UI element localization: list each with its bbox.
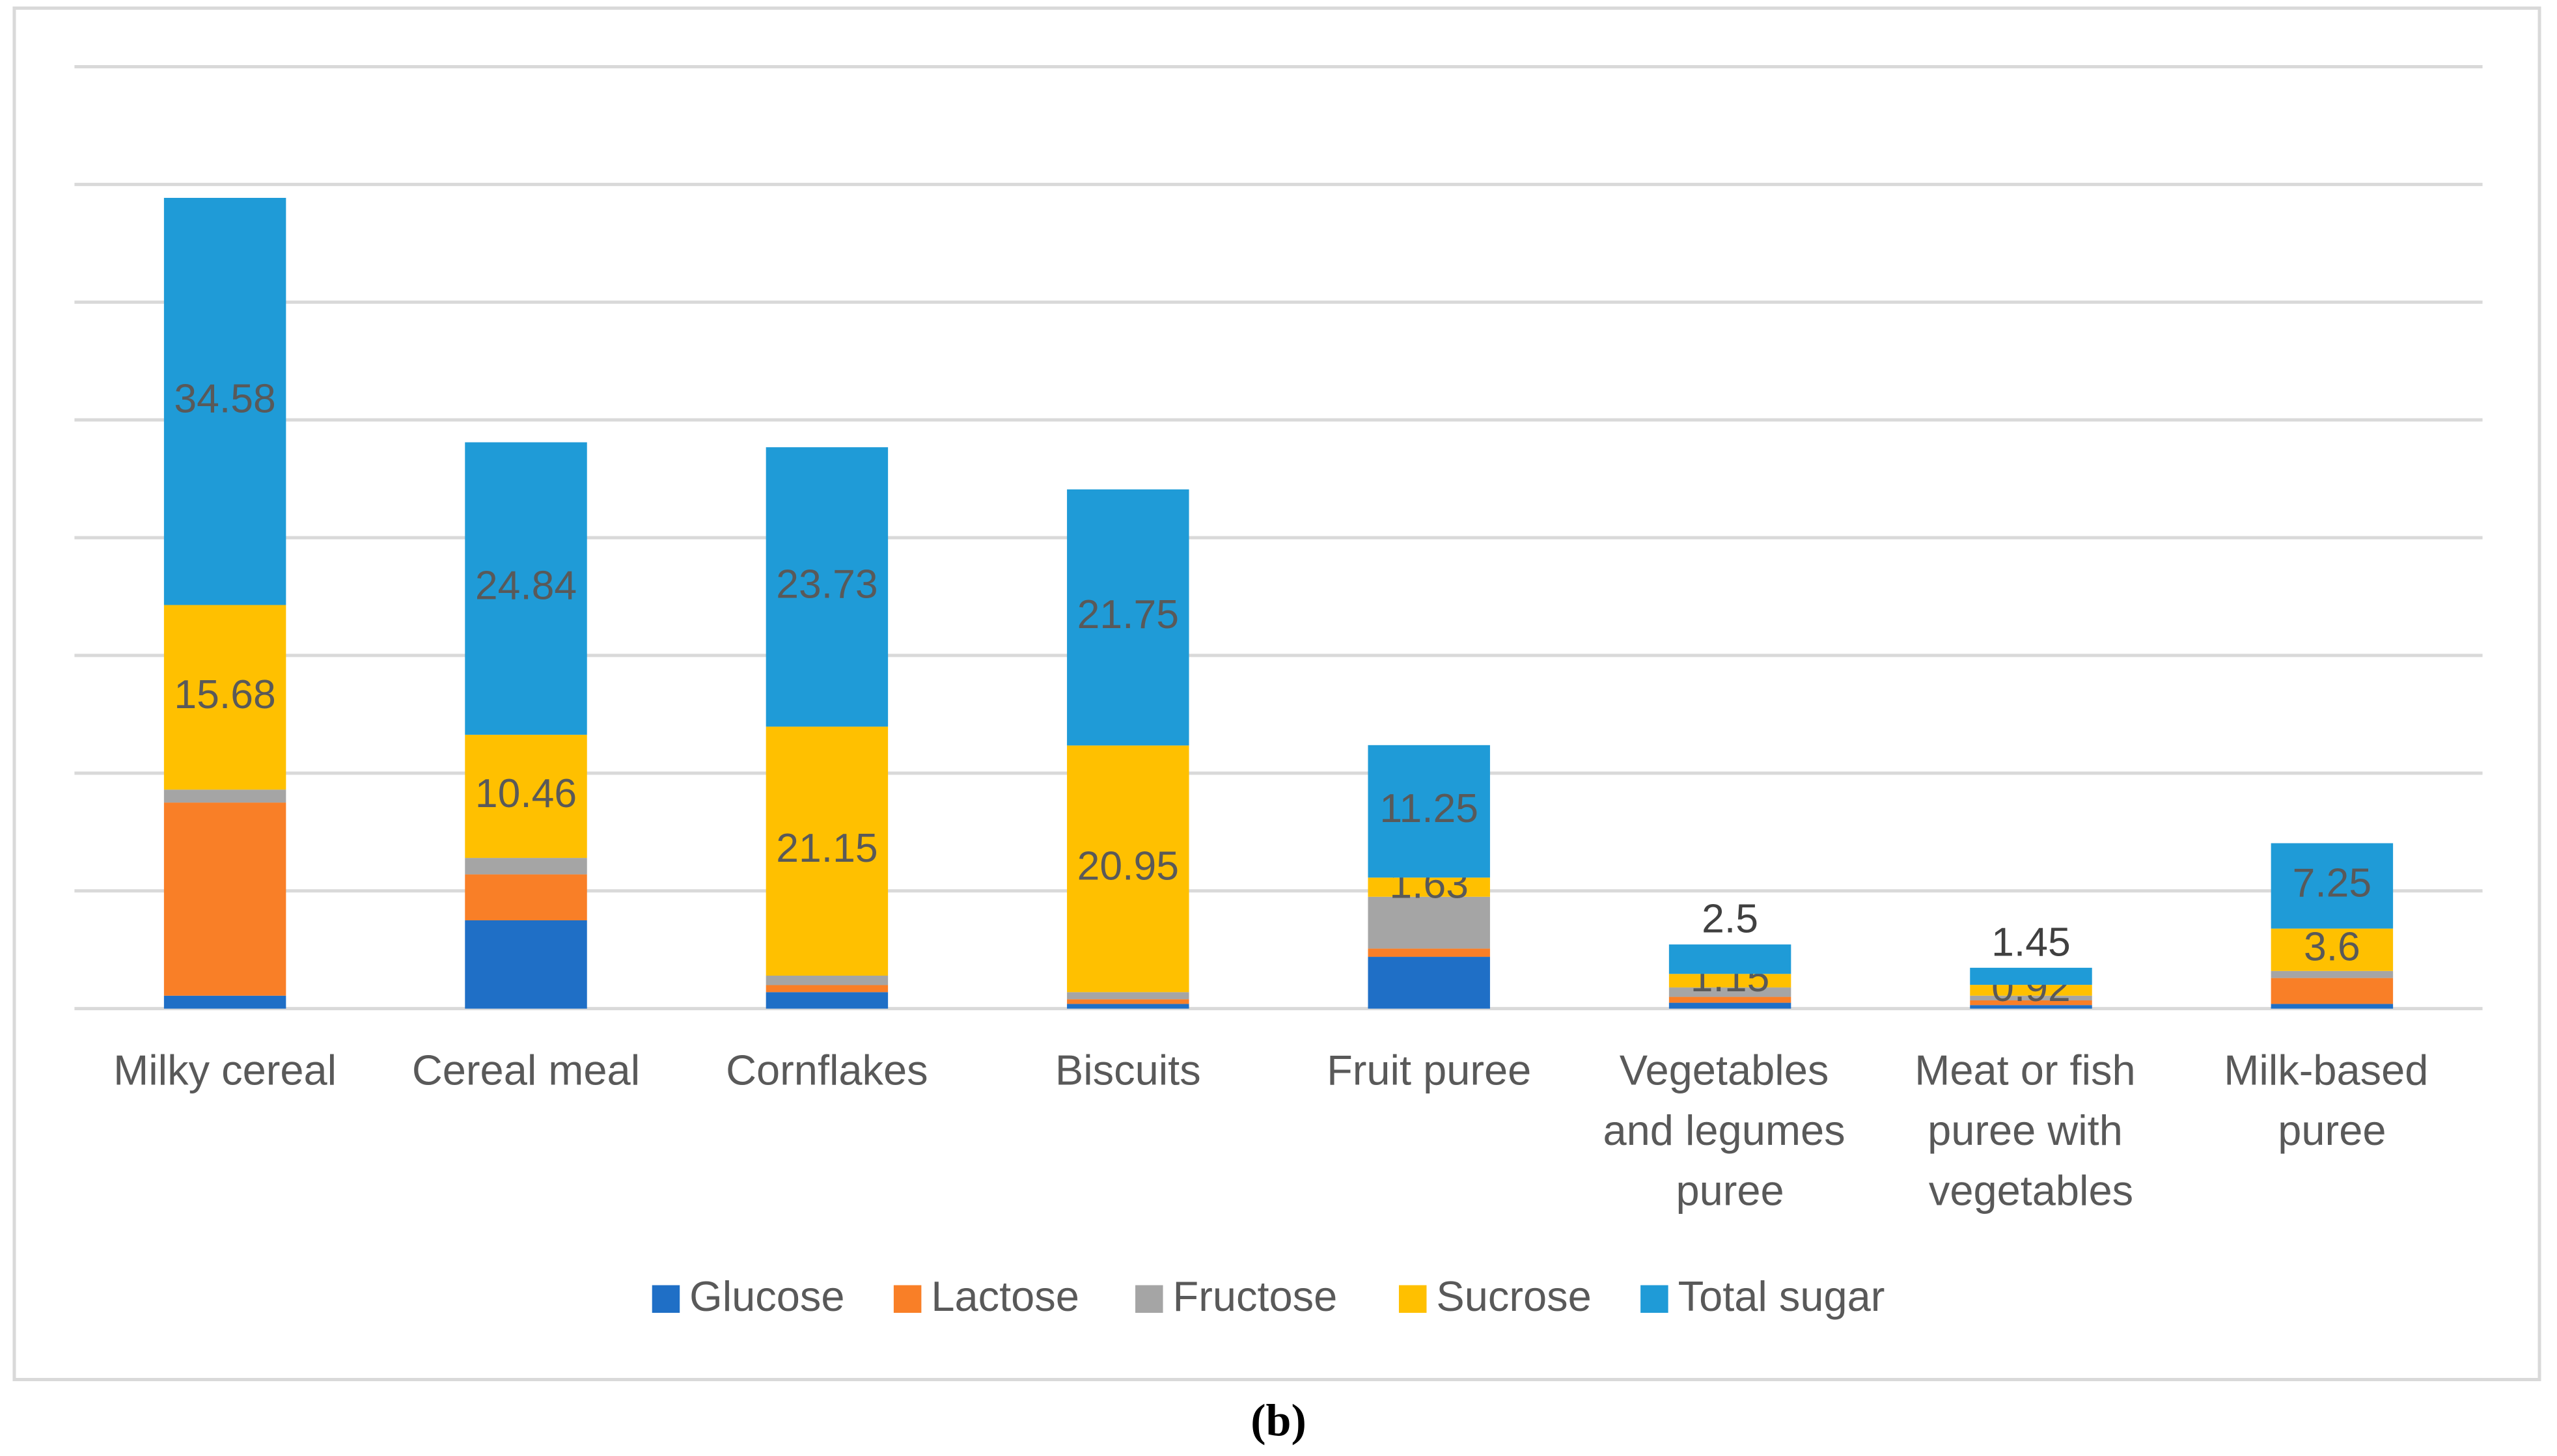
- bar-segment: [1368, 877, 1490, 897]
- x-tick-label: Cereal meal: [412, 1047, 640, 1094]
- data-label: 23.73: [776, 561, 878, 607]
- bar-segment: [766, 447, 889, 727]
- bar-segment: [2271, 1004, 2394, 1009]
- x-tick-label: Meat or fish puree with vegetables: [1914, 1047, 2147, 1215]
- bar-segment: [1970, 995, 2092, 1000]
- bar-segment: [766, 985, 889, 993]
- legend-swatch: [1135, 1285, 1163, 1313]
- bar-segment: [465, 858, 587, 875]
- data-label: 15.68: [174, 672, 275, 717]
- bar-segment: [1970, 967, 2092, 985]
- data-label: 7.25: [2293, 860, 2372, 906]
- legend-label: Total sugar: [1678, 1272, 1885, 1320]
- bar-segment: [163, 995, 286, 1009]
- bar-segment: [163, 197, 286, 605]
- data-label: 1.45: [1991, 919, 2071, 965]
- bar-segment: [1067, 489, 1189, 746]
- bar-segment: [1668, 996, 1791, 1003]
- data-label: 34.58: [174, 376, 275, 421]
- legend-swatch: [652, 1285, 680, 1313]
- bar-segment: [465, 734, 587, 858]
- x-tick-label: Vegetables and legumes puree: [1603, 1047, 1857, 1215]
- bar-segment: [1067, 1004, 1189, 1009]
- x-tick-label: Biscuits: [1055, 1047, 1201, 1094]
- bar-segment: [1368, 948, 1490, 957]
- legend-swatch: [1398, 1285, 1427, 1313]
- bar-segment: [2271, 843, 2394, 929]
- data-label: 21.75: [1077, 592, 1179, 637]
- caption: (b): [1251, 1396, 1306, 1446]
- legend-label: Glucose: [689, 1272, 844, 1320]
- bar-segment: [2271, 978, 2394, 1004]
- legend-label: Lactose: [931, 1272, 1079, 1320]
- bar-segment: [1368, 896, 1490, 949]
- data-label: 20.95: [1077, 843, 1179, 888]
- bar-segment: [1668, 1002, 1791, 1009]
- x-tick-label: Fruit puree: [1327, 1047, 1531, 1094]
- bar-segment: [2271, 928, 2394, 971]
- x-tick-label: Cornflakes: [726, 1047, 928, 1094]
- bar-segment: [766, 992, 889, 1009]
- bar-segment: [1970, 1005, 2092, 1009]
- bar-segment: [163, 605, 286, 790]
- x-tick-label: Milky cereal: [113, 1047, 337, 1094]
- bar-segment: [1368, 745, 1490, 878]
- bar-segment: [465, 920, 587, 1009]
- data-label: 2.5: [1702, 896, 1758, 942]
- x-tick-label: Milk-based puree: [2224, 1047, 2440, 1154]
- bar-segment: [163, 790, 286, 803]
- legend-swatch: [893, 1285, 922, 1313]
- data-label: 10.46: [475, 771, 577, 816]
- data-label: 3.6: [2304, 924, 2360, 970]
- bar-segment: [1368, 957, 1490, 1009]
- data-label: 11.25: [1379, 786, 1478, 831]
- bar-segment: [1970, 985, 2092, 996]
- bar-segment: [163, 803, 286, 996]
- bar-segment: [1668, 974, 1791, 988]
- bar-segment: [465, 874, 587, 920]
- bar-segment: [1668, 944, 1791, 974]
- bar-segment: [1067, 992, 1189, 1000]
- data-label: 21.15: [776, 825, 878, 871]
- bar-segment: [2271, 970, 2394, 978]
- bar-segment: [1067, 999, 1189, 1004]
- legend-label: Fructose: [1173, 1272, 1338, 1320]
- chart-border: [12, 6, 2541, 1382]
- data-label: 24.84: [475, 563, 577, 609]
- bar-segment: [766, 976, 889, 985]
- legend-label: Sucrose: [1436, 1272, 1591, 1320]
- legend-swatch: [1640, 1285, 1668, 1313]
- bar-segment: [1067, 745, 1189, 993]
- bar-segment: [766, 726, 889, 976]
- bar-segment: [465, 442, 587, 735]
- bar-segment: [1970, 1000, 2092, 1006]
- bar-segment: [1668, 987, 1791, 997]
